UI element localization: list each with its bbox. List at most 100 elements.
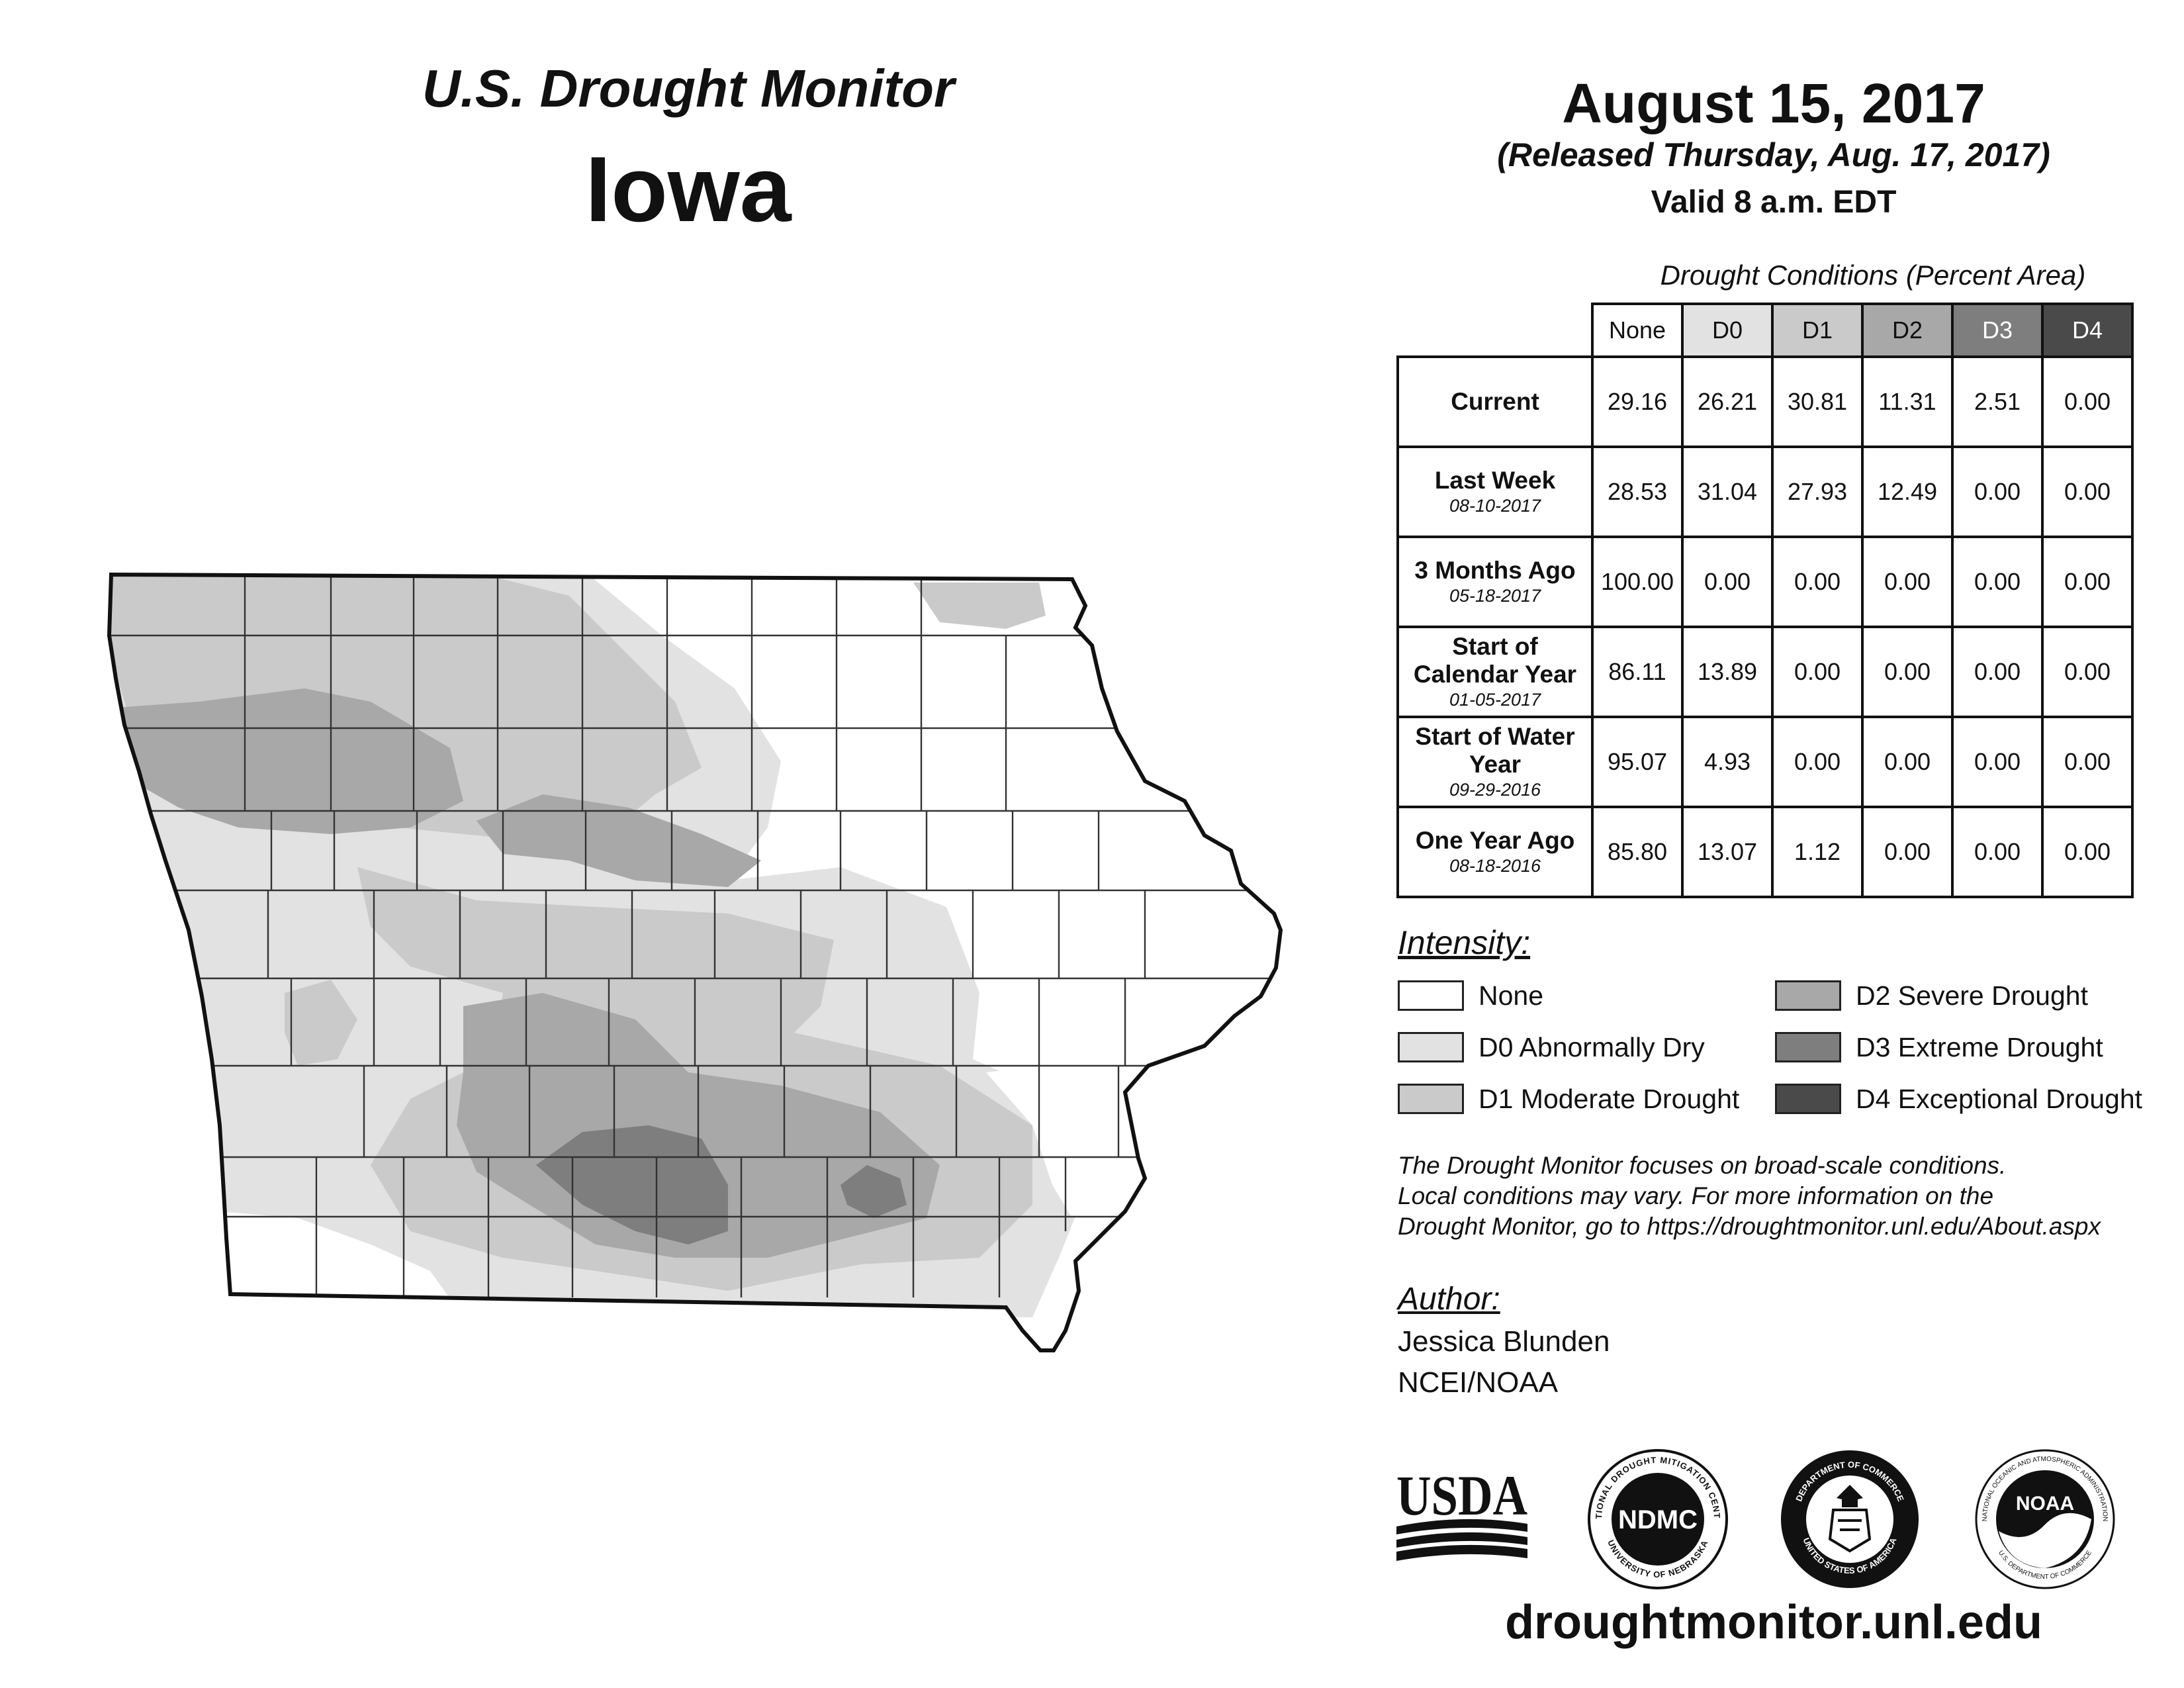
row-label-text: Start of Water Year (1415, 723, 1575, 778)
release-date: (Released Thursday, Aug. 17, 2017) (1497, 136, 2050, 173)
table-cell: 1.12 (1771, 806, 1864, 898)
noaa-logo-icon: NATIONAL OCEANIC AND ATMOSPHERIC ADMINIS… (1975, 1449, 2115, 1589)
table-cell: 0.00 (2041, 355, 2134, 448)
row-date: 09-29-2016 (1449, 780, 1541, 800)
d2-area-north (109, 688, 463, 834)
table-cell: 0.00 (1951, 626, 2044, 718)
legend-swatch (1398, 980, 1464, 1011)
ndmc-logo-text: NDMC (1618, 1505, 1698, 1534)
website-link[interactable]: droughtmonitor.unl.edu (1505, 1596, 2042, 1649)
legend-item-d3: D3 Extreme Drought (1775, 1030, 2103, 1064)
legend-label: D4 Exceptional Drought (1856, 1083, 2143, 1114)
table-cell: 0.00 (1771, 536, 1864, 628)
row-label: 3 Months Ago 05-18-2017 (1396, 536, 1594, 628)
usda-logo-text: USDA (1396, 1464, 1527, 1527)
col-header-d2: D2 (1861, 303, 1954, 358)
legend-swatch (1775, 1084, 1841, 1114)
legend-swatch (1775, 1032, 1841, 1062)
table-cell: 0.00 (2041, 536, 2134, 628)
col-header-d3: D3 (1951, 303, 2044, 358)
table-cell: 0.00 (1771, 716, 1864, 808)
legend-heading: Intensity: (1398, 924, 1531, 961)
legend-swatch (1775, 980, 1841, 1011)
iowa-state-map (107, 572, 1283, 1352)
legend-item-none: None (1398, 978, 1543, 1013)
row-date: 05-18-2017 (1449, 586, 1541, 606)
legend-item-d1: D1 Moderate Drought (1398, 1082, 1739, 1116)
table-cell: 85.80 (1591, 806, 1684, 898)
drought-conditions-table: None D0 D1 D2 D3 D4 Current 29.16 26.21 … (1396, 303, 2134, 898)
author-heading: Author: (1398, 1282, 1500, 1317)
state-name: Iowa (585, 137, 792, 241)
row-label: One Year Ago 08-18-2016 (1396, 806, 1594, 898)
usda-logo-icon: USDA (1396, 1464, 1527, 1561)
d1-area-ne (913, 583, 1046, 629)
row-label-text: 3 Months Ago (1414, 557, 1576, 584)
table-cell: 95.07 (1591, 716, 1684, 808)
d3-area-small (841, 1165, 907, 1218)
table-row: Start of Calendar Year 01-05-2017 86.11 1… (1396, 626, 2134, 718)
row-label: Start of Calendar Year 01-05-2017 (1396, 626, 1594, 718)
d1-area-west (285, 980, 357, 1066)
legend-swatch (1398, 1032, 1464, 1062)
note-line: The Drought Monitor focuses on broad-sca… (1398, 1152, 2007, 1179)
map-date: August 15, 2017 (1562, 72, 1985, 134)
table-cell: 0.00 (2041, 806, 2134, 898)
table-cell: 0.00 (2041, 716, 2134, 808)
table-header-row: None D0 D1 D2 D3 D4 (1398, 303, 2134, 358)
none-area-se (986, 1066, 1125, 1218)
table-cell: 0.00 (1951, 536, 2044, 628)
row-label: Current (1396, 355, 1594, 448)
table-cell: 31.04 (1681, 445, 1774, 538)
table-cell: 0.00 (1951, 445, 2044, 538)
table-cell: 0.00 (1861, 536, 1954, 628)
noaa-logo-text: NOAA (2016, 1493, 2074, 1515)
county-lines (109, 575, 1281, 1297)
legend-label: None (1479, 980, 1544, 1011)
table-corner (1398, 304, 1592, 357)
legend-label: D2 Severe Drought (1856, 980, 2088, 1011)
table-cell: 26.21 (1681, 355, 1774, 448)
table-cell: 29.16 (1591, 355, 1684, 448)
table-cell: 0.00 (1951, 716, 2044, 808)
author-org: NCEI/NOAA (1398, 1366, 1559, 1399)
table-cell: 0.00 (1861, 716, 1954, 808)
note-line: Local conditions may vary. For more info… (1398, 1182, 1994, 1209)
valid-time: Valid 8 a.m. EDT (1651, 185, 1897, 220)
col-header-d0: D0 (1681, 303, 1774, 358)
row-label: Last Week 08-10-2017 (1396, 445, 1594, 538)
table-cell: 0.00 (1771, 626, 1864, 718)
table-cell: 0.00 (1951, 806, 2044, 898)
table-cell: 11.31 (1861, 355, 1954, 448)
table-caption: Drought Conditions (Percent Area) (1660, 259, 2086, 291)
legend-item-d2: D2 Severe Drought (1775, 978, 2088, 1013)
doc-seal-icon: DEPARTMENT OF COMMERCE UNITED STATES OF … (1781, 1450, 1919, 1588)
legend-swatch (1398, 1084, 1464, 1114)
row-label-text: Current (1451, 388, 1539, 415)
table-row: Start of Water Year 09-29-2016 95.07 4.93… (1396, 716, 2134, 808)
legend-label: D0 Abnormally Dry (1479, 1031, 1705, 1062)
col-header-none: None (1591, 303, 1684, 358)
drought-shading (109, 575, 1125, 1317)
table-cell: 12.49 (1861, 445, 1954, 538)
table-cell: 0.00 (2041, 626, 2134, 718)
row-date: 08-10-2017 (1449, 496, 1541, 516)
note-line: Drought Monitor, go to https://droughtmo… (1398, 1213, 2101, 1240)
d3-area (536, 1125, 728, 1244)
row-date: 01-05-2017 (1449, 690, 1541, 710)
table-cell: 30.81 (1771, 355, 1864, 448)
table-cell: 100.00 (1591, 536, 1684, 628)
table-cell: 28.53 (1591, 445, 1684, 538)
table-cell: 86.11 (1591, 626, 1684, 718)
disclaimer-note: The Drought Monitor focuses on broad-sca… (1398, 1150, 2159, 1242)
table-cell: 13.89 (1681, 626, 1774, 718)
state-outline (107, 572, 1283, 1352)
row-label: Start of Water Year 09-29-2016 (1396, 716, 1594, 808)
legend-label: D3 Extreme Drought (1856, 1031, 2103, 1062)
table-cell: 27.93 (1771, 445, 1864, 538)
table-cell: 13.07 (1681, 806, 1774, 898)
col-header-d1: D1 (1771, 303, 1864, 358)
legend-item-d0: D0 Abnormally Dry (1398, 1030, 1705, 1064)
table-cell: 0.00 (1861, 806, 1954, 898)
map-title: U.S. Drought Monitor (422, 59, 955, 118)
